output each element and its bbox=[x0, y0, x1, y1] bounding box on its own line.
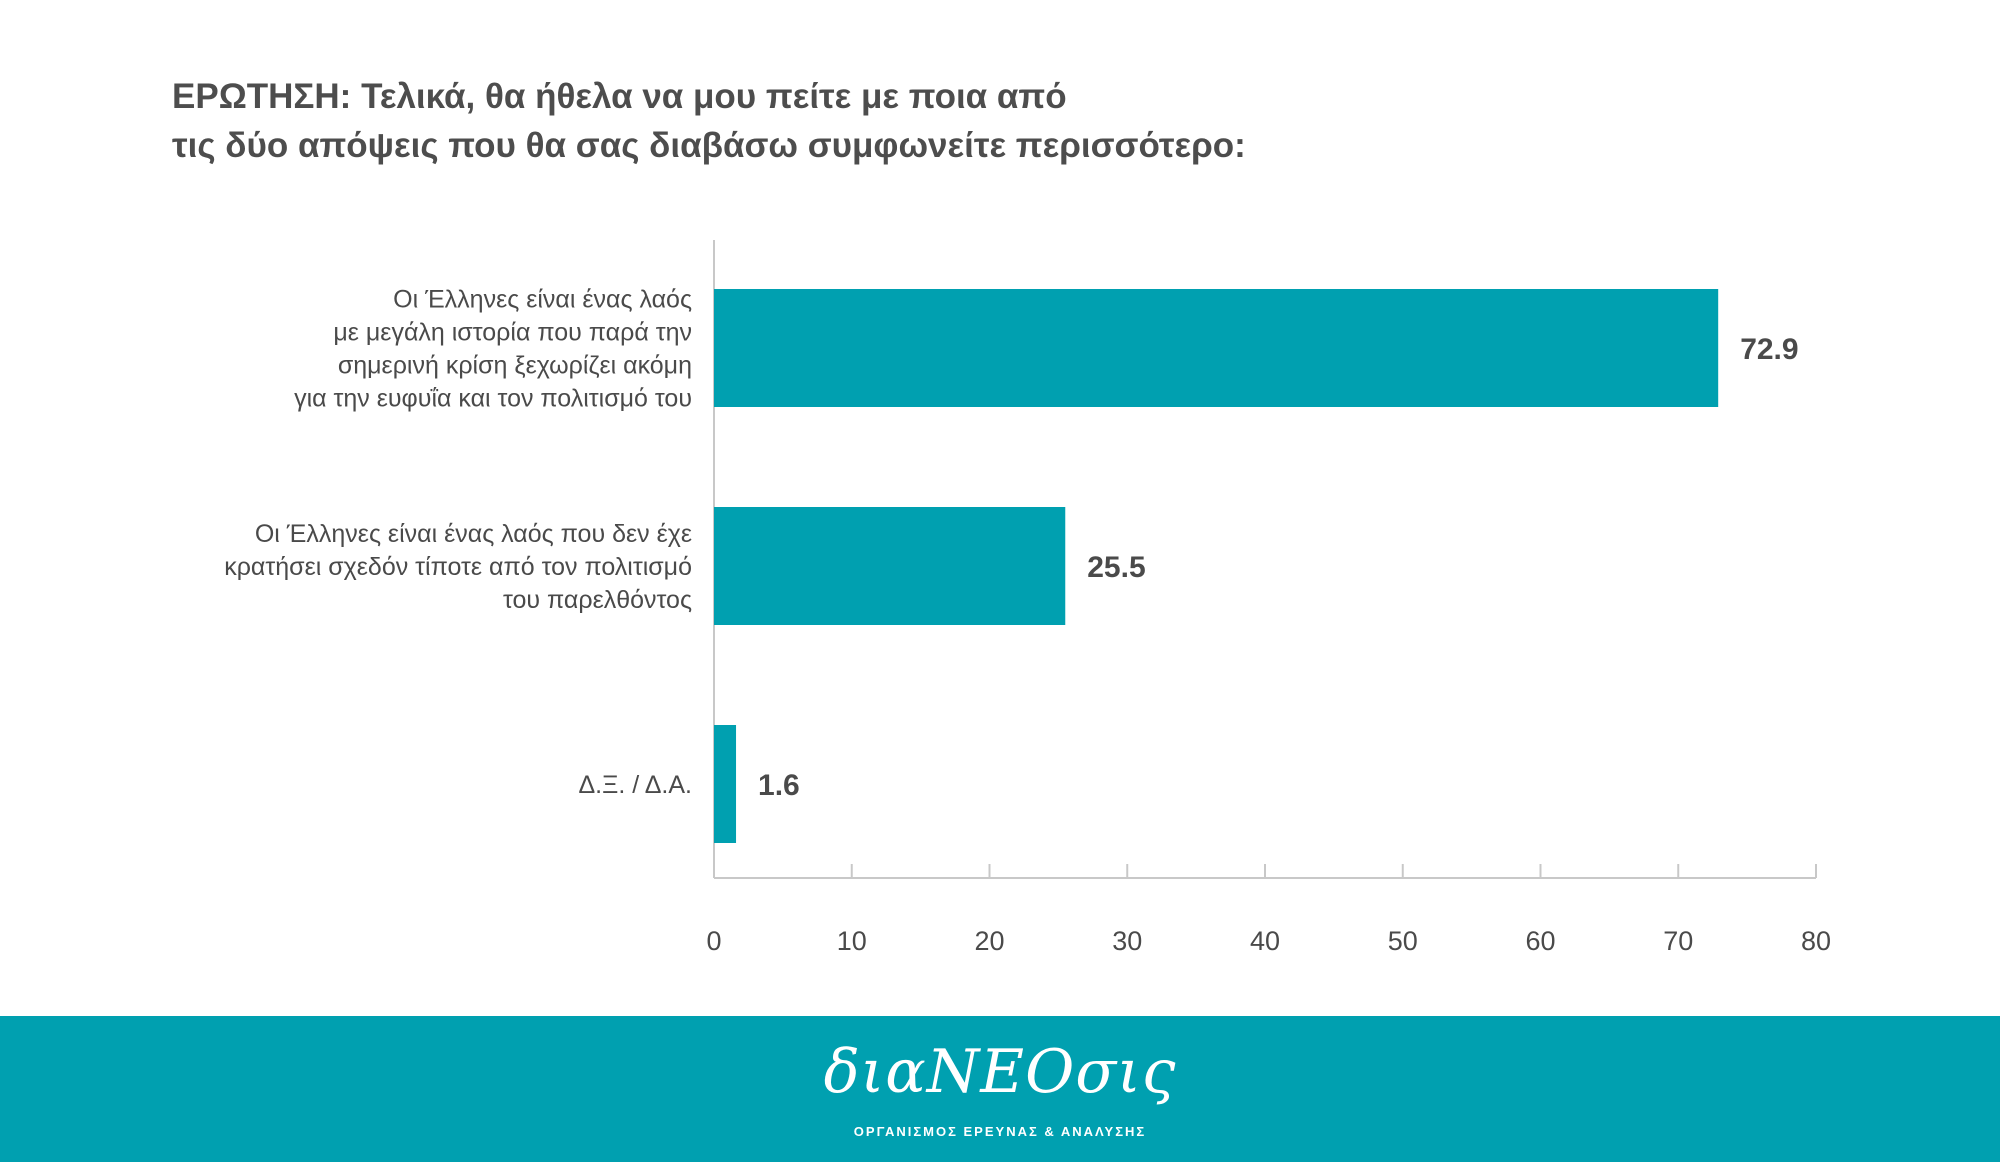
category-label-line: Οι Έλληνες είναι ένας λαός bbox=[393, 286, 692, 314]
category-label-line: κρατήσει σχεδόν τίποτε από τον πολιτισμό bbox=[224, 553, 692, 581]
category-label-line: με μεγάλη ιστορία που παρά την bbox=[333, 319, 692, 347]
data-label: 1.6 bbox=[758, 769, 800, 802]
x-tick-label: 30 bbox=[1112, 926, 1142, 956]
category-label-line: για την ευφυΐα και τον πολιτισμό του bbox=[294, 385, 692, 413]
question-title: ΕΡΩΤΗΣΗ: Τελικά, θα ήθελα να μου πείτε μ… bbox=[172, 72, 1672, 170]
x-tick-label: 80 bbox=[1801, 926, 1831, 956]
category-label-line: Δ.Ξ. / Δ.Α. bbox=[578, 771, 692, 799]
x-tick-label: 40 bbox=[1250, 926, 1280, 956]
data-label: 25.5 bbox=[1087, 551, 1145, 584]
x-tick-label: 50 bbox=[1388, 926, 1418, 956]
bar-chart: 0 10 20 30 40 50 60 70 80 72.9 Οι Έλληνες είναι έν… bbox=[224, 240, 1831, 956]
data-label: 72.9 bbox=[1740, 333, 1798, 366]
x-tick-label: 10 bbox=[837, 926, 867, 956]
question-line-1: ΕΡΩΤΗΣΗ: Τελικά, θα ήθελα να μου πείτε μ… bbox=[172, 77, 1067, 116]
category-label: Δ.Ξ. / Δ.Α. bbox=[578, 771, 692, 799]
logo-tagline: ΟΡΓΑΝΙΣΜΟΣ ΕΡΕΥΝΑΣ & ΑΝΑΛΥΣΗΣ bbox=[853, 1124, 1147, 1139]
footer-banner: διαΝΕΟσις ΟΡΓΑΝΙΣΜΟΣ ΕΡΕΥΝΑΣ & ΑΝΑΛΥΣΗΣ bbox=[0, 1016, 2000, 1162]
bar bbox=[714, 507, 1066, 625]
category-label-line: Οι Έλληνες είναι ένας λαός που δεν έχε bbox=[255, 520, 692, 548]
x-tick-label: 20 bbox=[974, 926, 1004, 956]
question-line-2: τις δύο απόψεις που θα σας διαβάσω συμφω… bbox=[172, 126, 1246, 165]
dianeosis-logo: διαΝΕΟσις bbox=[823, 1037, 1177, 1107]
category-label-line: του παρελθόντος bbox=[503, 586, 692, 614]
x-tick-label: 70 bbox=[1663, 926, 1693, 956]
category-label: Οι Έλληνες είναι ένας λαός που δεν έχε κρ… bbox=[224, 520, 692, 614]
x-tick-label: 0 bbox=[706, 926, 721, 956]
bar bbox=[714, 289, 1719, 407]
x-tick-label: 60 bbox=[1525, 926, 1555, 956]
category-label-line: σημερινή κρίση ξεχωρίζει ακόμη bbox=[338, 352, 692, 380]
category-label: Οι Έλληνες είναι ένας λαός με μεγάλη ιστο… bbox=[294, 286, 692, 413]
bar bbox=[714, 725, 737, 843]
